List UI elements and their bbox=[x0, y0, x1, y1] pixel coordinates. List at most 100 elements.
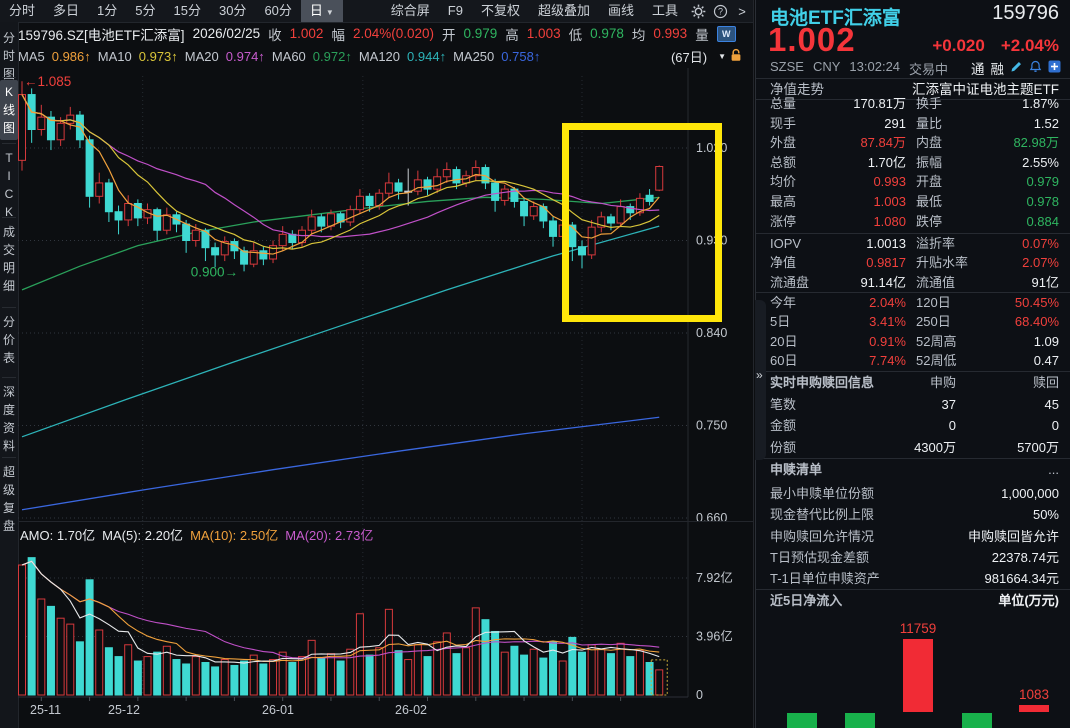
edit-icon[interactable] bbox=[1010, 60, 1023, 76]
svg-text:3.96亿: 3.96亿 bbox=[696, 629, 733, 644]
toolbar-item-1分[interactable]: 1分 bbox=[97, 3, 118, 18]
subscribe-row: 笔数 37 45 bbox=[756, 394, 1070, 415]
ma-value: 0.944↑ bbox=[407, 49, 447, 64]
volume-legend-row: AMO: 1.70亿 MA(5): 2.20亿 MA(10): 2.50亿 MA(20… bbox=[20, 524, 380, 544]
stat-value: 291 bbox=[884, 115, 906, 131]
subscribe-col2: 赎回 bbox=[1032, 375, 1059, 390]
quote-field: 高 bbox=[505, 27, 519, 43]
panel-collapse-handle[interactable]: » bbox=[755, 300, 766, 460]
svg-text:26-02: 26-02 bbox=[395, 703, 427, 717]
add-icon[interactable] bbox=[1048, 60, 1061, 76]
redeem-title: 申赎清单 bbox=[770, 462, 823, 477]
toolbar-item-多日[interactable]: 多日 bbox=[53, 3, 80, 18]
toolbar-item-F9[interactable]: F9 bbox=[447, 3, 463, 18]
stat-label: 净值 bbox=[770, 255, 797, 271]
ma-value: 0.974↑ bbox=[225, 49, 265, 64]
alert-bell-icon[interactable] bbox=[1029, 60, 1042, 76]
flow-value-label: 11759 bbox=[899, 621, 937, 636]
stat-label: 内盘 bbox=[916, 135, 943, 151]
stat-label: 今年 bbox=[770, 295, 797, 310]
sidebar-item-超级复盘[interactable]: 超级复盘 bbox=[0, 460, 18, 538]
sidebar-item-char: 超 bbox=[2, 465, 15, 479]
subscribe-title: 实时申购赎回信息 bbox=[770, 375, 875, 390]
svg-text:26-01: 26-01 bbox=[262, 703, 294, 717]
sidebar-item-成交明细[interactable]: 成交明细 bbox=[0, 220, 18, 298]
gear-icon[interactable] bbox=[687, 0, 709, 22]
toolbar-item-60分[interactable]: 60分 bbox=[264, 3, 292, 18]
redeem-value: 50% bbox=[1032, 507, 1059, 523]
sidebar-item-char: 交 bbox=[2, 243, 15, 257]
svg-text:?: ? bbox=[717, 6, 722, 16]
ma-value: 0.972↑ bbox=[312, 49, 352, 64]
more-ellipsis-icon: ... bbox=[1048, 462, 1059, 477]
sidebar-separator bbox=[2, 377, 16, 378]
sidebar-item-char: 时 bbox=[2, 49, 15, 63]
flow-bar bbox=[845, 713, 875, 728]
stat-row: 外盘 87.84万 内盘 82.98万 bbox=[756, 133, 1070, 153]
sidebar-item-char: 成 bbox=[2, 225, 15, 239]
toolbar-item-日[interactable]: 日 ▼ bbox=[300, 0, 343, 22]
toolbar-item-15分[interactable]: 15分 bbox=[173, 3, 201, 18]
redeem-row: 最小申赎单位份额 1,000,000 bbox=[756, 483, 1070, 504]
volume-ma-value: MA(5): 2.20亿 bbox=[102, 527, 184, 543]
flow-bar bbox=[1019, 705, 1049, 712]
stat-row: 60日 7.74% 52周低 0.47 bbox=[756, 351, 1070, 370]
panel-divider-line bbox=[756, 99, 1070, 100]
redeem-row: 申购赎回允许情况 申购赎回皆允许 bbox=[756, 526, 1070, 547]
toolbar-item-30分[interactable]: 30分 bbox=[218, 3, 247, 18]
sidebar-item-char: K bbox=[4, 205, 13, 219]
stat-label: 量比 bbox=[916, 115, 943, 131]
help-icon[interactable]: ? bbox=[709, 0, 731, 22]
stat-value: 1.70亿 bbox=[867, 154, 906, 170]
redeem-header[interactable]: 申赎清单... bbox=[756, 459, 1070, 480]
subscribe-value: 45 bbox=[1044, 397, 1059, 412]
stat-value: 91亿 bbox=[1031, 274, 1059, 290]
stat-label: 流通盘 bbox=[770, 274, 810, 290]
redeem-value: 981664.34元 bbox=[984, 571, 1059, 587]
stat-label: 溢折率 bbox=[916, 236, 956, 251]
stat-label: 最低 bbox=[916, 194, 943, 209]
toolbar-item-分时[interactable]: 分时 bbox=[9, 3, 36, 18]
toolbar-item-综合屏[interactable]: 综合屏 bbox=[390, 3, 430, 18]
sidebar-item-char: 线 bbox=[2, 103, 15, 117]
dropdown-caret-icon: ▼ bbox=[325, 8, 334, 17]
quote-field: 开 bbox=[442, 27, 456, 43]
redeem-row: T-1日单位申赎资产 981664.34元 bbox=[756, 568, 1070, 589]
stat-label: IOPV bbox=[770, 236, 802, 251]
stat-row: 均价 0.993 开盘 0.979 bbox=[756, 172, 1070, 192]
sidebar-item-char: 度 bbox=[2, 403, 15, 417]
stat-row: 现手 291 量比 1.52 bbox=[756, 114, 1070, 134]
toolbar-item-超级叠加[interactable]: 超级叠加 bbox=[537, 3, 590, 18]
quote-field: 0.979 bbox=[463, 26, 498, 41]
chevron-right-icon[interactable]: > bbox=[738, 3, 746, 19]
period-selector[interactable]: (67日) ▼ bbox=[671, 47, 749, 66]
stat-value: 50.45% bbox=[1014, 295, 1059, 310]
nav-row: 净值走势 汇添富中证电池主题ETF bbox=[756, 80, 1070, 99]
flow-bar bbox=[787, 713, 817, 728]
kline-chart[interactable]: 1.0200.9300.8400.7500.6607.92亿3.96亿0←1.0… bbox=[18, 68, 753, 728]
toolbar-item-5分[interactable]: 5分 bbox=[135, 3, 156, 18]
lock-icon[interactable] bbox=[730, 48, 742, 65]
wp-icon[interactable]: W bbox=[716, 25, 736, 42]
stat-label: 振幅 bbox=[916, 154, 943, 170]
toolbar-item-画线[interactable]: 画线 bbox=[607, 3, 634, 18]
volume-ma-value: MA(20): 2.73亿 bbox=[285, 527, 374, 543]
quote-info-row: 159796.SZ[电池ETF汇添富] 2026/02/25 收 1.002 幅 2.04… bbox=[18, 22, 753, 45]
toolbar-item-工具[interactable]: 工具 bbox=[651, 3, 678, 18]
panel-divider-line bbox=[756, 458, 1070, 459]
toolbar-item-不复权[interactable]: 不复权 bbox=[480, 3, 520, 18]
sidebar-item-分价表[interactable]: 分价表 bbox=[0, 310, 18, 370]
stat-value: 2.55% bbox=[1022, 154, 1059, 170]
sidebar-item-char: T bbox=[5, 151, 13, 165]
ma-value: MA10 bbox=[97, 49, 132, 64]
flow-header: 近5日净流入 单位(万元) bbox=[756, 591, 1070, 611]
sidebar-item-char: C bbox=[4, 187, 14, 201]
stat-value: 87.84万 bbox=[860, 135, 906, 151]
stat-label: 60日 bbox=[770, 353, 798, 369]
subscribe-value: 4300万 bbox=[914, 439, 956, 455]
change-percent: +2.04% bbox=[1000, 36, 1059, 55]
sidebar-item-深度资料[interactable]: 深度资料 bbox=[0, 380, 18, 458]
